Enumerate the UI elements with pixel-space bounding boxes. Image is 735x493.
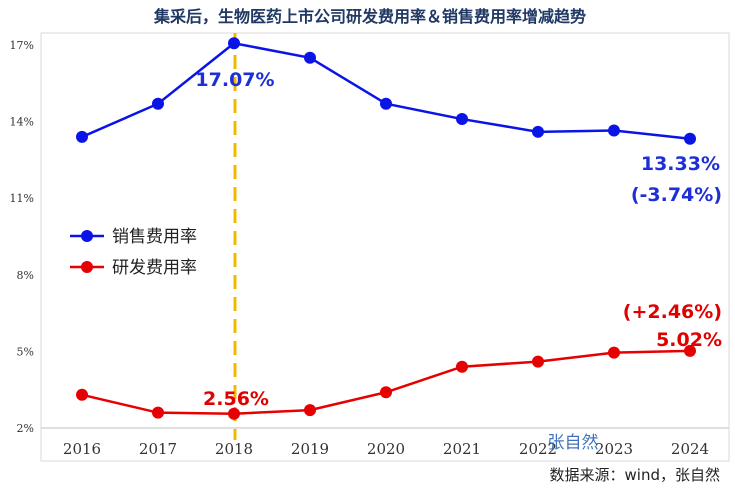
data-point-sales (228, 37, 240, 50)
annotation-sales-change: (-3.74%) (631, 184, 722, 206)
legend-label-sales: 销售费用率 (112, 227, 197, 247)
legend-label-rd: 研发费用率 (112, 258, 197, 278)
legend-marker-sales (81, 230, 93, 242)
annotation-sales-peak: 17.07% (195, 69, 274, 91)
data-point-sales (456, 113, 468, 126)
y-tick-label: 17% (10, 39, 34, 52)
data-point-sales (152, 97, 164, 110)
annotation-rd-2024: 5.02% (656, 329, 722, 351)
x-tick-label: 2019 (291, 440, 329, 458)
y-tick-label: 11% (10, 192, 34, 205)
series-line-rd (81, 349, 691, 415)
data-point-rd (380, 386, 392, 399)
y-tick-label: 2% (17, 422, 34, 435)
legend: 销售费用率 研发费用率 (70, 227, 197, 278)
data-point-sales (304, 51, 316, 64)
x-tick-label: 2023 (595, 440, 633, 458)
watermark: 张自然 (548, 433, 599, 453)
data-point-rd (608, 346, 620, 359)
x-tick-label: 2020 (367, 440, 405, 458)
x-axis-ticks: 2016 2017 2018 2019 2020 2021 2022 2023 2024 (63, 440, 709, 458)
x-tick-label: 2018 (215, 440, 253, 458)
data-source: 数据来源：wind，张自然 (550, 466, 720, 484)
legend-marker-rd (81, 261, 93, 273)
data-point-rd (76, 388, 88, 401)
data-point-sales (380, 97, 392, 110)
y-tick-label: 14% (10, 116, 34, 129)
data-point-rd (228, 407, 240, 420)
series-line-sales (81, 41, 691, 140)
x-tick-label: 2024 (671, 440, 709, 458)
x-tick-label: 2017 (139, 440, 177, 458)
annotation-sales-2024: 13.33% (641, 153, 720, 175)
data-point-rd (456, 360, 468, 373)
series-layer (76, 37, 696, 420)
data-point-rd (684, 344, 696, 357)
data-point-rd (304, 404, 316, 417)
data-point-sales (76, 130, 88, 143)
chart-title: 集采后，生物医药上市公司研发费用率＆销售费用率增减趋势 (153, 7, 586, 26)
x-tick-label: 2022 (519, 440, 557, 458)
data-point-sales (608, 124, 620, 137)
x-tick-label: 2016 (63, 440, 101, 458)
y-tick-label: 5% (17, 345, 34, 358)
annotation-rd-change: (+2.46%) (623, 301, 722, 323)
y-tick-label: 8% (17, 269, 34, 282)
data-point-sales (532, 125, 544, 138)
plot-frame (40, 32, 730, 462)
data-point-sales (684, 132, 696, 145)
y-axis-ticks: 17% 14% 11% 8% 5% 2% (10, 39, 34, 435)
x-tick-label: 2021 (443, 440, 481, 458)
data-point-rd (152, 406, 164, 419)
annotation-rd-2018: 2.56% (203, 388, 269, 410)
data-point-rd (532, 355, 544, 368)
